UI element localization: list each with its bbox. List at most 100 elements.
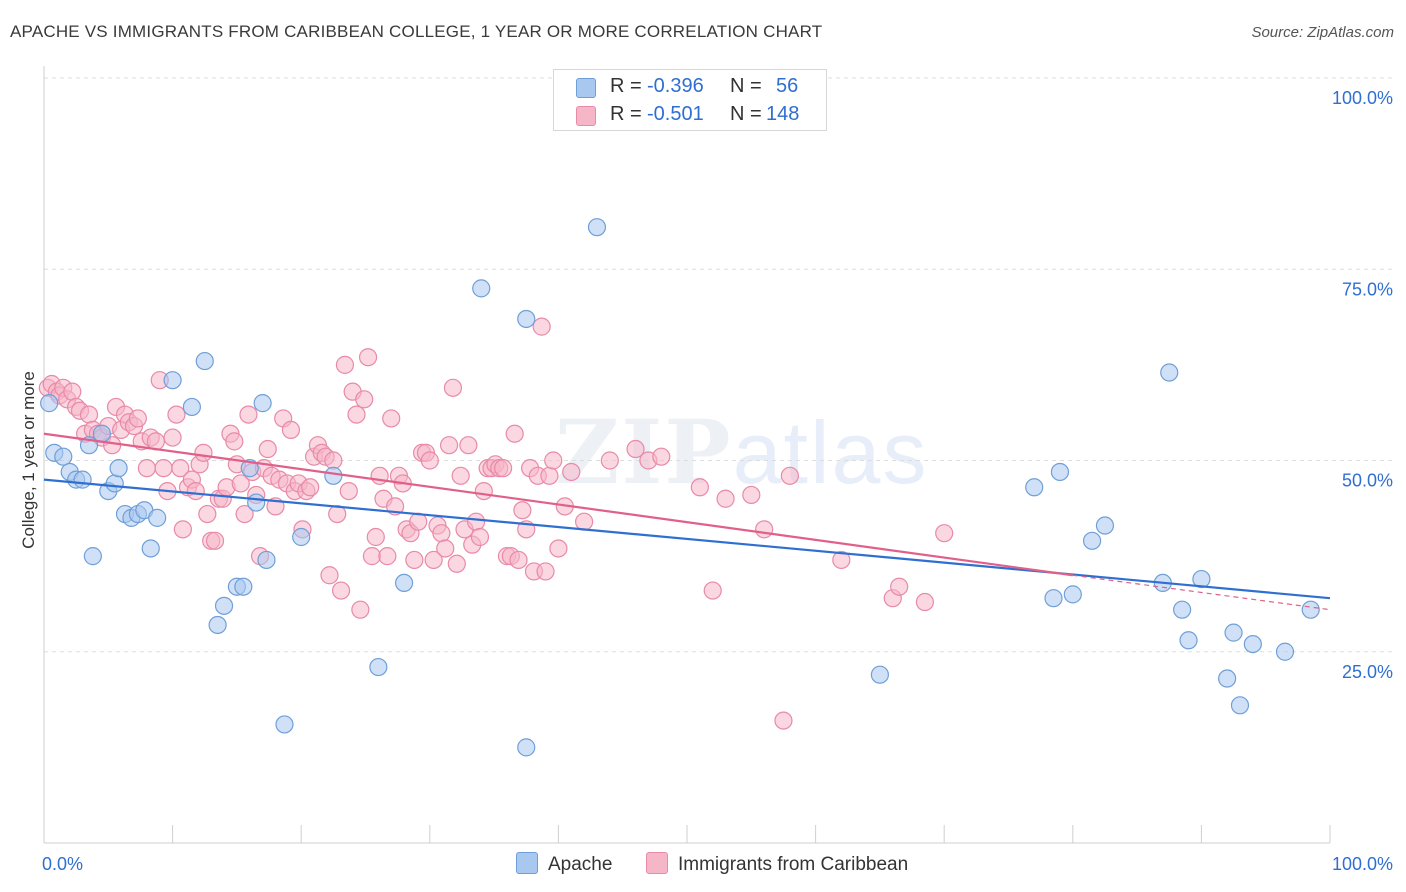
apache-point-45: [1160, 363, 1179, 382]
apache-point-49: [1192, 569, 1211, 589]
apache-point-54: [1275, 642, 1295, 661]
apache-swatch: [576, 78, 596, 98]
caribbean-point-6: [63, 382, 82, 401]
caribbean-point-35: [186, 482, 205, 501]
caribbean-point-30: [167, 405, 186, 424]
caribbean-point-118: [505, 424, 524, 443]
caribbean-point-115: [494, 459, 513, 478]
apache-point-39: [1025, 478, 1044, 497]
legend-row-caribbean: R = -0.501 N = 148: [554, 101, 826, 129]
caribbean-point-102: [443, 378, 463, 397]
apache-point-17: [148, 508, 167, 527]
caribbean-n-label: N =: [730, 103, 762, 125]
apache-point-5: [73, 470, 92, 489]
caribbean-point-127: [540, 466, 559, 485]
apache-point-22: [214, 596, 234, 615]
caribbean-point-133: [600, 451, 619, 470]
caribbean-point-31: [171, 459, 190, 478]
caribbean-point-85: [378, 547, 397, 566]
caribbean-point-37: [194, 443, 213, 462]
apache-point-38: [870, 665, 890, 684]
caribbean-point-86: [382, 409, 401, 428]
caribbean-point-29: [163, 428, 182, 447]
caribbean-point-38: [198, 504, 217, 524]
apache-point-31: [324, 466, 343, 485]
caribbean-point-77: [347, 405, 366, 424]
caribbean-point-27: [154, 459, 173, 478]
x-tick-label-0: 0.0%: [42, 854, 83, 874]
caribbean-point-54: [258, 439, 277, 459]
apache-point-50: [1218, 669, 1237, 688]
apache-point-18: [163, 371, 182, 390]
bottom-apache-label: Apache: [548, 854, 613, 875]
bottom-legend-apache: Apache: [516, 852, 612, 876]
apache-point-20: [195, 351, 214, 371]
caribbean-point-137: [690, 478, 709, 497]
apache-point-28: [257, 550, 276, 570]
caribbean-point-75: [339, 482, 358, 501]
caribbean-point-134: [626, 439, 645, 459]
apache-point-30: [292, 527, 311, 547]
chart-title: APACHE VS IMMIGRANTS FROM CARIBBEAN COLL…: [10, 22, 823, 41]
caribbean-point-78: [351, 600, 370, 619]
apache-point-43: [1082, 531, 1102, 550]
caribbean-trend-extension: [1072, 574, 1331, 611]
apache-point-53: [1243, 634, 1262, 654]
y-tick-label-1: 50.0%: [1342, 471, 1393, 491]
caribbean-point-82: [366, 527, 385, 547]
apache-point-10: [105, 474, 124, 493]
apache-point-8: [92, 424, 111, 443]
apache-point-36: [517, 738, 536, 757]
caribbean-point-92: [405, 550, 424, 570]
caribbean-point-81: [362, 547, 382, 566]
caribbean-point-104: [451, 466, 470, 485]
caribbean-point-141: [755, 520, 774, 539]
caribbean-point-60: [281, 420, 301, 439]
apache-n-value: 56: [776, 75, 799, 97]
caribbean-point-109: [470, 527, 490, 547]
caribbean-point-40: [205, 531, 225, 550]
caribbean-point-128: [544, 451, 563, 470]
caribbean-point-106: [459, 436, 478, 455]
apache-point-55: [1301, 600, 1320, 619]
caribbean-point-96: [420, 451, 439, 470]
watermark-atlas: atlas: [732, 403, 929, 502]
caribbean-point-143: [780, 466, 799, 485]
apache-point-33: [394, 573, 414, 593]
caribbean-point-80: [358, 348, 378, 367]
correlation-legend: R = -0.396 N = 56 R = -0.501 N = 148: [553, 69, 827, 131]
apache-point-19: [182, 397, 201, 417]
bottom-caribbean-label: Immigrants from Caribbean: [678, 854, 909, 875]
caribbean-point-70: [320, 566, 339, 585]
caribbean-point-100: [436, 539, 455, 558]
caribbean-point-119: [509, 550, 528, 570]
x-tick-label-1: 100.0%: [1332, 854, 1393, 874]
caribbean-point-120: [513, 501, 532, 520]
caribbean-point-138: [703, 581, 722, 600]
y-axis-label: College, 1 year or more: [19, 371, 38, 549]
apache-point-32: [369, 657, 388, 677]
caribbean-point-79: [355, 390, 374, 409]
caribbean-point-126: [536, 562, 555, 581]
apache-point-7: [83, 547, 102, 566]
caribbean-point-148: [935, 524, 954, 543]
caribbean-point-146: [890, 577, 909, 596]
apache-n-label: N =: [730, 75, 762, 97]
caribbean-point-10: [79, 405, 99, 424]
apache-point-2: [54, 447, 73, 466]
apache-trend-line: [43, 478, 1331, 600]
caribbean-point-32: [173, 520, 192, 539]
caribbean-point-49: [239, 405, 258, 424]
apache-point-48: [1179, 631, 1198, 650]
caribbean-point-136: [652, 447, 671, 466]
y-tick-label-3: 100.0%: [1332, 88, 1393, 108]
apache-point-44: [1095, 516, 1115, 535]
apache-point-40: [1044, 589, 1063, 608]
caribbean-point-144: [832, 550, 851, 570]
apache-point-21: [208, 615, 227, 635]
bottom-legend-caribbean: Immigrants from Caribbean: [646, 852, 908, 876]
caribbean-point-142: [774, 711, 793, 730]
caribbean-point-129: [549, 539, 568, 558]
caribbean-point-101: [439, 436, 459, 455]
